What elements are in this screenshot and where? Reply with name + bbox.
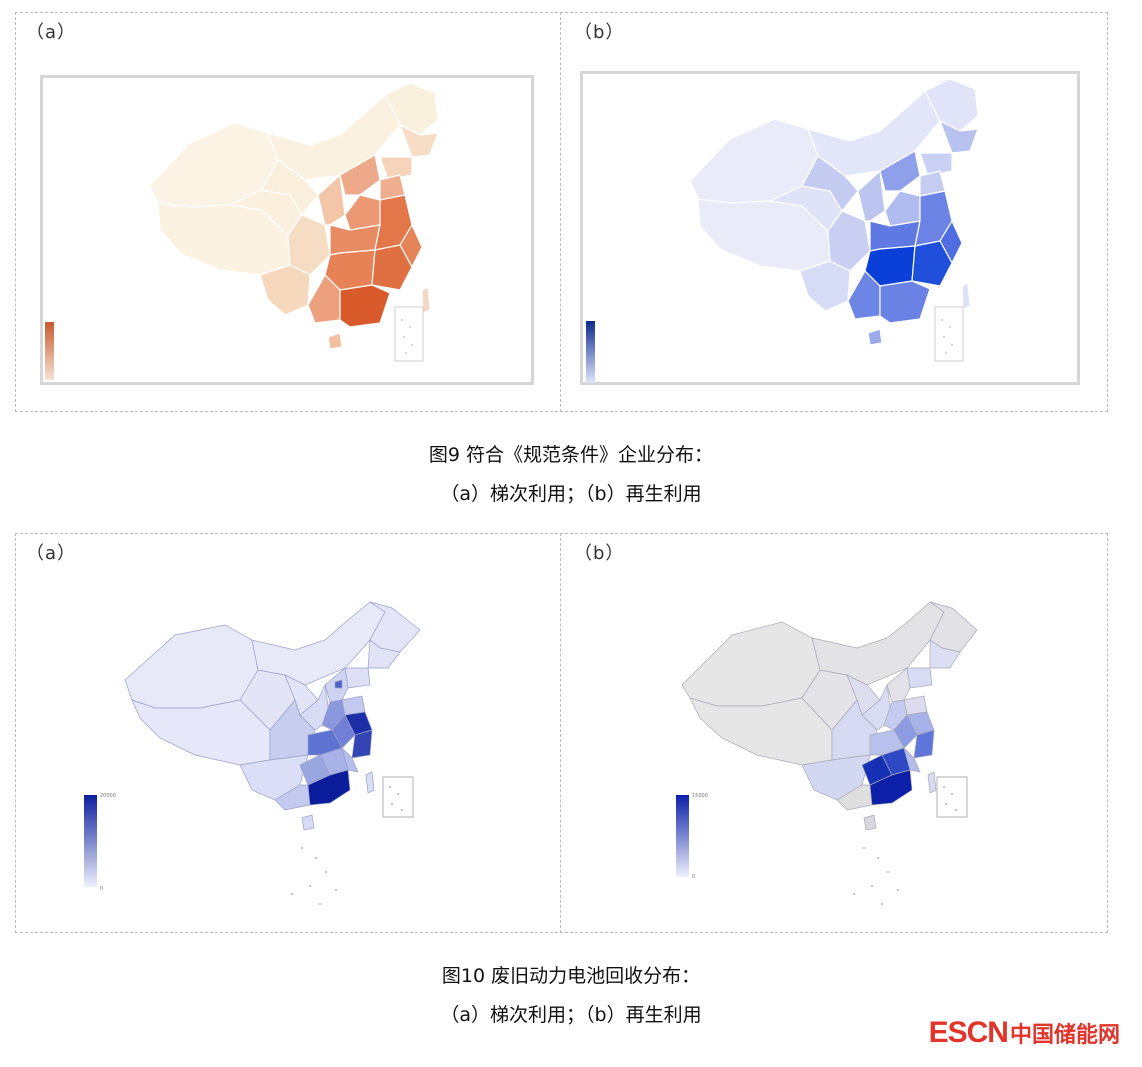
legend-colorbar bbox=[45, 322, 54, 380]
south-china-sea-inset bbox=[394, 306, 424, 362]
figure10-box bbox=[15, 533, 1108, 933]
region-yunnan bbox=[259, 264, 311, 316]
region-shandong bbox=[341, 695, 366, 716]
region-fujian bbox=[341, 746, 359, 773]
figure9-divider bbox=[560, 12, 561, 412]
figure10-divider bbox=[560, 533, 561, 933]
region-hebei bbox=[879, 150, 921, 192]
legend-colorbar bbox=[84, 795, 97, 887]
figure9-caption-line2: （a）梯次利用；（b）再生利用 bbox=[440, 483, 702, 505]
figure9-map-a-frame bbox=[40, 75, 534, 385]
region-guangdong bbox=[869, 769, 913, 806]
region-liaoning bbox=[919, 152, 953, 177]
south-china-sea-islands bbox=[941, 319, 953, 354]
legend-colorbar bbox=[586, 321, 595, 383]
china-map-outline bbox=[689, 78, 979, 346]
region-liaoning bbox=[344, 667, 371, 689]
region-shaanxi bbox=[317, 173, 346, 226]
logo-cn: 中国储能网 bbox=[1009, 1022, 1120, 1047]
legend-max-label: 15000 bbox=[692, 793, 708, 799]
figure10-map-a: 20000 0 bbox=[84, 601, 421, 905]
region-jiangxi-fujian bbox=[371, 244, 413, 291]
south-china-sea-inset bbox=[936, 776, 968, 818]
south-china-sea-islands bbox=[853, 786, 957, 905]
region-tibet bbox=[689, 697, 833, 766]
figure10-panel-a-label: （a） bbox=[26, 543, 77, 564]
china-map-outline bbox=[681, 601, 978, 831]
figure9-map-b bbox=[586, 78, 979, 383]
region-hebei bbox=[886, 667, 911, 703]
region-taiwan bbox=[961, 282, 971, 310]
region-zhejiang bbox=[913, 729, 935, 759]
region-guangdong bbox=[339, 284, 391, 328]
region-liaoning bbox=[906, 667, 933, 689]
china-map-outline bbox=[124, 601, 421, 831]
region-hainan bbox=[327, 332, 343, 350]
region-yunnan bbox=[799, 260, 851, 312]
figure10-caption-line2: （a）梯次利用；（b）再生利用 bbox=[440, 1004, 702, 1026]
figure10-map-b: 15000 0 bbox=[676, 601, 978, 905]
region-guangdong bbox=[307, 769, 351, 806]
legend-min-label: 0 bbox=[692, 874, 695, 880]
logo-escn: ESCN bbox=[928, 1016, 1009, 1049]
south-china-sea-islands bbox=[291, 786, 403, 905]
region-taiwan bbox=[365, 771, 375, 794]
south-china-sea-islands bbox=[401, 319, 413, 354]
region-henan bbox=[884, 190, 921, 227]
escn-logo: ESCN中国储能网 bbox=[929, 1016, 1120, 1050]
south-china-sea-inset bbox=[934, 306, 964, 362]
region-hainan bbox=[863, 814, 877, 831]
region-hainan bbox=[301, 814, 315, 831]
region-xinjiang bbox=[681, 621, 821, 707]
figure9-box bbox=[15, 12, 1108, 412]
figure9-panel-a-label: （a） bbox=[26, 22, 77, 43]
figure9-caption-line1: 图9 符合《规范条件》企业分布： bbox=[428, 444, 714, 466]
region-fujian bbox=[903, 746, 921, 773]
region-jilin bbox=[367, 639, 401, 669]
figure9-panel-b-label: （b） bbox=[574, 22, 625, 43]
region-guangdong bbox=[879, 280, 931, 324]
figure10-caption-line1: 图10 废旧动力电池回收分布： bbox=[441, 965, 701, 987]
region-taiwan bbox=[421, 286, 431, 314]
region-beijing bbox=[334, 679, 343, 689]
region-hebei bbox=[339, 154, 381, 196]
region-henan bbox=[344, 194, 381, 231]
region-xinjiang bbox=[124, 624, 259, 709]
china-map-outline bbox=[149, 82, 439, 350]
legend-colorbar bbox=[676, 795, 689, 877]
region-jilin bbox=[929, 639, 961, 669]
region-liaoning bbox=[379, 156, 413, 181]
figure10-panel-b-label: （b） bbox=[574, 543, 625, 564]
region-shaanxi bbox=[857, 169, 886, 222]
legend-min-label: 0 bbox=[100, 886, 103, 892]
region-shaanxi bbox=[299, 683, 331, 731]
region-zhejiang bbox=[351, 729, 373, 759]
region-jilin bbox=[398, 123, 439, 158]
figure9-map-a bbox=[45, 82, 439, 380]
south-china-sea-inset bbox=[382, 776, 414, 818]
legend-max-label: 20000 bbox=[100, 793, 116, 799]
region-jilin bbox=[938, 119, 979, 154]
region-shaanxi bbox=[861, 683, 893, 731]
region-taiwan bbox=[927, 771, 937, 794]
region-hainan bbox=[867, 328, 883, 346]
region-shandong bbox=[903, 695, 928, 716]
region-jiangxi-fujian bbox=[911, 240, 953, 287]
